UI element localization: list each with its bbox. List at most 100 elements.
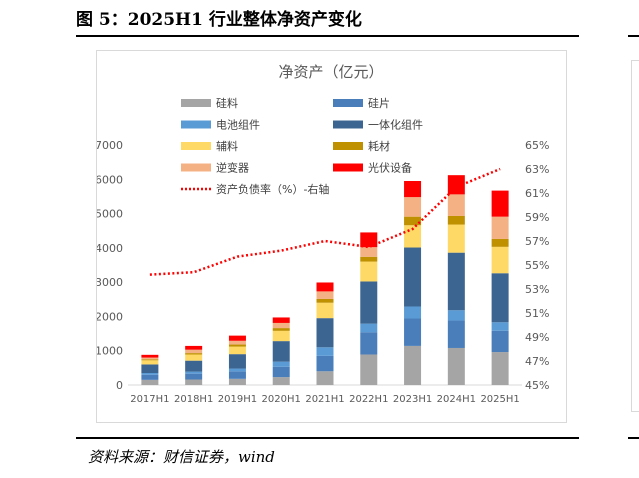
y2-tick-label: 49% [525, 331, 549, 344]
bar-segment [272, 377, 290, 385]
y-tick-label: 4000 [97, 242, 123, 255]
bottom-rule-edge [628, 437, 639, 439]
bar-segment [316, 355, 334, 372]
adjacent-panel-edge [631, 60, 639, 412]
y2-tick-label: 63% [525, 163, 549, 176]
x-tick-label: 2018H1 [174, 394, 213, 405]
x-tick-label: 2023H1 [393, 394, 432, 405]
legend-label: 硅料 [216, 96, 238, 110]
x-tick-label: 2020H1 [262, 394, 301, 405]
y2-tick-label: 61% [525, 187, 549, 200]
bar-segment [228, 371, 246, 379]
bar-segment [316, 298, 334, 303]
bar-segment [185, 345, 203, 350]
y-tick-label: 7000 [97, 139, 123, 152]
y-tick-label: 6000 [97, 173, 123, 186]
y2-tick-label: 55% [525, 259, 549, 272]
bar-segment [228, 335, 246, 341]
bar-segment [360, 332, 378, 355]
bar-segment [491, 273, 509, 323]
bar-segment [141, 379, 159, 385]
bar-segment [228, 340, 246, 345]
y-tick-label: 0 [116, 379, 123, 392]
bar-segment [228, 346, 246, 355]
bar-segment [447, 224, 465, 253]
bar-segment [185, 360, 203, 372]
bar-segment [360, 323, 378, 333]
bar-segment [491, 330, 509, 353]
bar-segment [404, 181, 422, 198]
y2-tick-label: 57% [525, 235, 549, 248]
bar-segment [360, 354, 378, 385]
bar-segment [491, 190, 509, 217]
x-tick-label: 2019H1 [218, 394, 257, 405]
bar-segment [447, 320, 465, 348]
bar-segment [141, 354, 159, 358]
bar-segment [491, 322, 509, 331]
x-tick-label: 2024H1 [437, 394, 476, 405]
bar-segment [272, 317, 290, 323]
legend-swatch [333, 120, 363, 129]
bar-segment [316, 347, 334, 356]
bar-segment [447, 194, 465, 216]
legend-swatch [181, 99, 211, 107]
y2-tick-label: 47% [525, 355, 549, 368]
legend-label: 电池组件 [216, 118, 260, 132]
bar-segment [141, 359, 159, 361]
bar-segment [447, 310, 465, 321]
bar-segment [404, 197, 422, 217]
bar-segment [272, 328, 290, 331]
figure-title: 图 5：2025H1 行业整体净资产变化 [76, 10, 362, 30]
bar-segment [141, 360, 159, 365]
chart-title: 净资产（亿元） [278, 63, 383, 81]
bar-segment [141, 357, 159, 360]
bar-segment [228, 378, 246, 385]
bar-segment [141, 364, 159, 373]
bar-segment [272, 322, 290, 329]
bar-segment [316, 282, 334, 292]
bar-segment [272, 366, 290, 378]
bar-segment [185, 353, 203, 355]
bar-segment [404, 318, 422, 346]
y2-tick-label: 53% [525, 283, 549, 296]
y-tick-label: 3000 [97, 276, 123, 289]
legend-label: 资产负债率（%）-右轴 [216, 182, 329, 196]
bar-segment [404, 306, 422, 319]
bar-segment [447, 347, 465, 385]
x-tick-label: 2021H1 [305, 394, 344, 405]
bar-segment [228, 354, 246, 369]
bar-segment [272, 330, 290, 342]
source-note: 资料来源：财信证券，wind [88, 448, 275, 466]
top-rule-edge [628, 35, 639, 37]
bar-segment [360, 256, 378, 262]
bar-segment [491, 246, 509, 274]
bar-segment [360, 232, 378, 248]
legend-label: 一体化组件 [368, 118, 423, 132]
bar-segment [316, 371, 334, 385]
bar-segment [360, 261, 378, 282]
x-tick-label: 2022H1 [349, 394, 388, 405]
bar-segment [228, 344, 246, 347]
bar-segment [272, 361, 290, 367]
legend-label: 耗材 [368, 139, 390, 153]
y2-tick-label: 65% [525, 139, 549, 152]
y-tick-label: 1000 [97, 345, 123, 358]
legend-swatch [333, 99, 363, 107]
bar-segment [491, 352, 509, 385]
bar-segment [360, 247, 378, 257]
bar-segment [360, 281, 378, 324]
bar-segment [185, 373, 203, 380]
legend-label: 逆变器 [216, 161, 249, 175]
legend-swatch [181, 142, 211, 150]
bar-segment [404, 345, 422, 385]
bar-segment [447, 215, 465, 225]
bar-segment [447, 252, 465, 311]
bar-segment [316, 302, 334, 319]
bar-segment [404, 247, 422, 307]
bottom-rule [76, 437, 579, 439]
y-tick-label: 5000 [97, 208, 123, 221]
bar-segment [447, 175, 465, 195]
x-tick-label: 2025H1 [480, 394, 519, 405]
y2-tick-label: 45% [525, 379, 549, 392]
bar-segment [141, 373, 159, 375]
